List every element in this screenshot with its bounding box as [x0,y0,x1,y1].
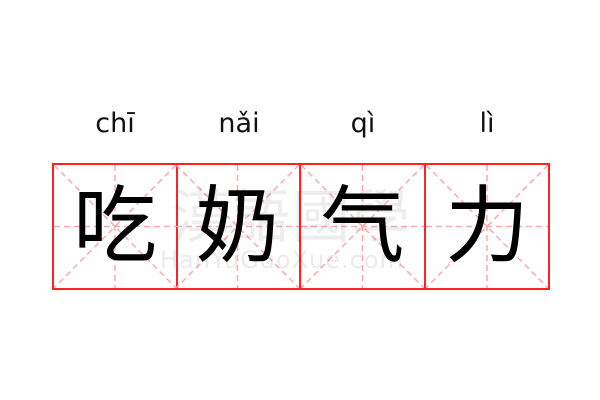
character: 力 [444,177,529,275]
char-box-2: 奶 [176,163,301,290]
grid-guides [301,165,424,288]
char-box-3: 气 [299,163,426,290]
character: 吃 [72,177,157,275]
character: 气 [320,177,405,275]
char-box-1: 吃 [52,163,178,290]
grid-guides [54,165,176,288]
character: 奶 [195,177,280,275]
pinyin-4: lì [479,108,495,139]
pinyin-1: chī [95,108,135,139]
pinyin-3: qì [350,108,376,139]
char-box-4: 力 [424,163,550,290]
pinyin-2: nǎi [218,108,260,139]
grid-guides [426,165,548,288]
grid-guides [176,165,299,288]
